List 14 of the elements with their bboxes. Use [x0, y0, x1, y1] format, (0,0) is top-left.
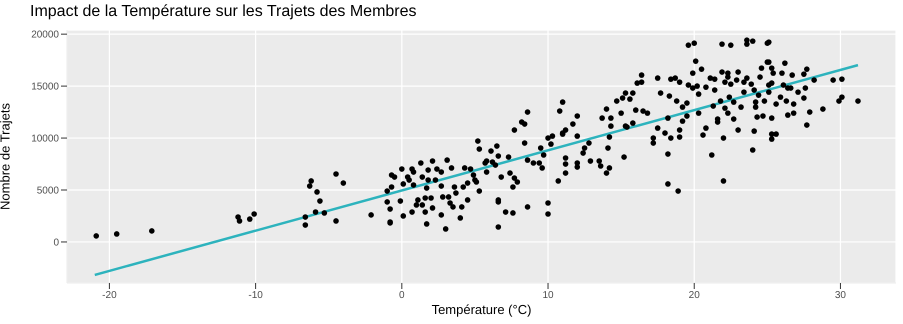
y-tick-label: 0 — [53, 238, 60, 249]
y-tick-label: 20000 — [31, 30, 60, 41]
x-axis-title: Température (°C) — [432, 302, 532, 317]
x-tick-label: -20 — [102, 290, 118, 302]
x-tick-label: -10 — [248, 290, 264, 302]
y-tick-label: 10000 — [31, 134, 60, 145]
x-tick-label: 0 — [399, 290, 406, 302]
x-tick-label: 20 — [688, 290, 700, 302]
y-axis-title: Nombre de Trajets — [0, 102, 13, 210]
chart-title: Impact de la Température sur les Trajets des Membres — [30, 3, 417, 21]
x-tick-label: 30 — [834, 290, 846, 302]
x-tick-label: 10 — [542, 290, 554, 302]
y-tick-label: 15000 — [31, 82, 60, 93]
y-tick-label: 5000 — [36, 186, 60, 197]
